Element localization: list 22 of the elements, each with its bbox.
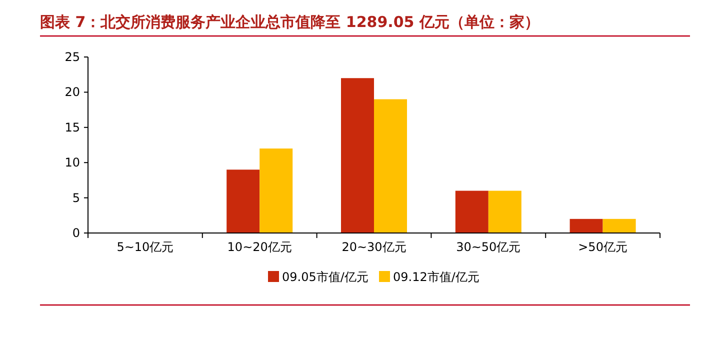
bar [455,190,488,233]
chart-title: 图表 7：北交所消费服务产业企业总市值降至 1289.05 亿元（单位：家） [40,13,540,31]
y-tick-label: 25 [64,50,80,64]
bar [341,78,374,233]
bar [374,99,407,233]
y-tick-label: 5 [72,190,80,205]
x-tick-label: 20~30亿元 [342,240,406,254]
bar [260,148,293,233]
legend-label: 09.05市值/亿元 [282,270,368,284]
x-tick-label: 5~10亿元 [116,240,174,254]
legend-label: 09.12市值/亿元 [393,270,480,284]
x-tick-label: 30~50亿元 [456,240,521,254]
x-tick-label: >50亿元 [578,240,628,254]
bar [488,190,522,233]
y-tick-label: 10 [64,156,80,170]
x-tick-label: 10~20亿元 [227,240,292,254]
bar [226,170,260,233]
y-tick-label: 0 [72,226,80,240]
y-tick-label: 15 [64,120,80,134]
y-tick-label: 20 [64,85,80,100]
bar [602,218,636,233]
bar [570,218,603,233]
